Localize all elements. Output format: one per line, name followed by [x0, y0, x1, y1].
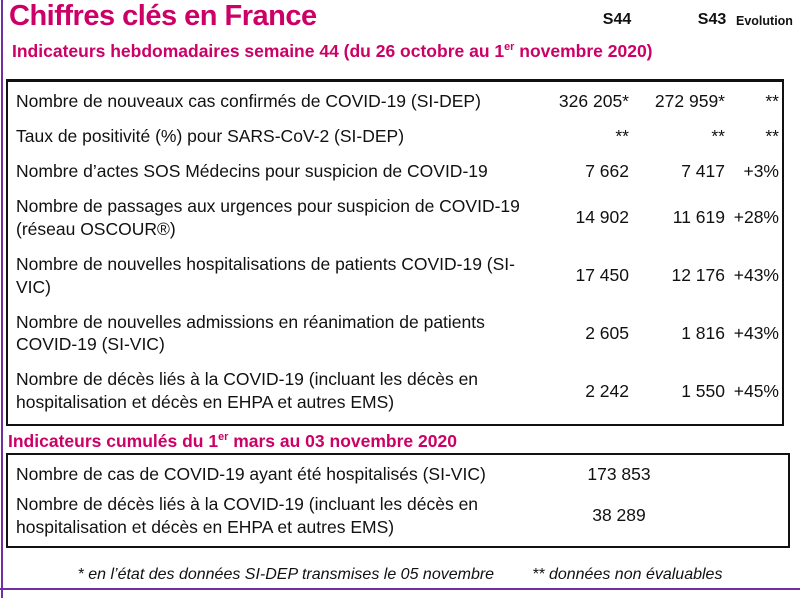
table-row: Nombre de nouvelles hospitalisations de …: [12, 253, 779, 299]
row-value-s43: 7 417: [681, 160, 725, 181]
table-row: Nombre de décès liés à la COVID-19 (incl…: [10, 493, 786, 539]
row-label: Nombre de cas de COVID-19 ayant été hosp…: [16, 463, 486, 484]
left-border-rule: [1, 0, 3, 598]
row-value-s44: 7 662: [585, 160, 629, 181]
footnote-non-evaluables: ** données non évaluables: [532, 566, 723, 583]
table-row: Nombre de décès liés à la COVID-19 (incl…: [12, 368, 779, 414]
row-value-s43: **: [711, 125, 725, 146]
row-value-evolution: +43%: [733, 265, 779, 286]
weekly-heading-prefix: Indicateurs hebdomadaires semaine 44 (du…: [12, 41, 505, 61]
cumulative-heading-prefix: Indicateurs cumulés du 1: [8, 431, 219, 451]
row-label: Nombre d’actes SOS Médecins pour suspici…: [16, 161, 488, 182]
row-value: 173 853: [587, 463, 651, 484]
row-value-s43: 1 816: [681, 322, 725, 343]
row-label: Nombre de nouvelles admissions en réanim…: [16, 311, 485, 355]
table-row: Nombre de nouveaux cas confirmés de COVI…: [12, 90, 779, 113]
cumulative-heading-superscript: er: [218, 431, 229, 444]
footnote-si-dep: * en l’état des données SI-DEP transmise…: [77, 566, 495, 583]
table-row: Nombre d’actes SOS Médecins pour suspici…: [12, 160, 779, 183]
row-value-s44: 2 605: [585, 322, 629, 343]
cumulative-indicators-table: Nombre de cas de COVID-19 ayant été hosp…: [6, 453, 790, 548]
table-row: Taux de positivité (%) pour SARS-CoV-2 (…: [12, 125, 779, 148]
weekly-indicators-table: Nombre de nouveaux cas confirmés de COVI…: [6, 79, 784, 426]
table-row: Nombre de passages aux urgences pour sus…: [12, 195, 779, 241]
row-value-s43: 12 176: [671, 265, 725, 286]
cumulative-heading-suffix: mars au 03 novembre 2020: [228, 431, 457, 451]
table-row: Nombre de nouvelles admissions en réanim…: [12, 311, 779, 357]
row-value-s44: 14 902: [575, 207, 629, 228]
row-value-evolution: **: [765, 90, 779, 111]
row-value-s44: 326 205*: [558, 90, 629, 111]
row-label: Nombre de nouvelles hospitalisations de …: [16, 253, 515, 297]
row-value-s44: 2 242: [585, 380, 629, 401]
row-label: Taux de positivité (%) pour SARS-CoV-2 (…: [16, 126, 405, 147]
weekly-section-heading: Indicateurs hebdomadaires semaine 44 (du…: [12, 41, 653, 62]
row-value-evolution: +45%: [733, 380, 779, 401]
footnotes: * en l’état des données SI-DEP transmise…: [0, 566, 800, 584]
row-label: Nombre de passages aux urgences pour sus…: [16, 196, 520, 239]
row-value-s44: 17 450: [575, 265, 629, 286]
weekly-heading-suffix: novembre 2020): [514, 41, 653, 61]
weekly-heading-superscript: er: [504, 41, 515, 54]
column-header-s44: S44: [602, 11, 632, 28]
column-header-s43: S43: [697, 11, 727, 28]
cumulative-section-heading: Indicateurs cumulés du 1er mars au 03 no…: [8, 431, 457, 452]
row-value-evolution: +28%: [733, 207, 779, 228]
row-value: 38 289: [592, 505, 646, 526]
row-value-s43: 1 550: [681, 380, 725, 401]
row-label: Nombre de nouveaux cas confirmés de COVI…: [16, 91, 481, 111]
page-title: Chiffres clés en France: [9, 0, 317, 32]
row-value-evolution: +3%: [743, 160, 779, 181]
table-row: Nombre de cas de COVID-19 ayant été hosp…: [10, 463, 786, 486]
row-value-s43: 11 619: [672, 207, 725, 228]
row-value-s44: **: [615, 125, 629, 146]
row-value-evolution: +43%: [733, 322, 779, 343]
row-value-evolution: **: [765, 125, 779, 146]
row-label: Nombre de décès liés à la COVID-19 (incl…: [16, 493, 479, 537]
row-label: Nombre de décès liés à la COVID-19 (incl…: [16, 369, 479, 413]
column-header-evolution: Evolution: [736, 14, 793, 28]
row-value-s43: 272 959*: [654, 90, 725, 111]
bottom-border-rule: [0, 588, 800, 590]
